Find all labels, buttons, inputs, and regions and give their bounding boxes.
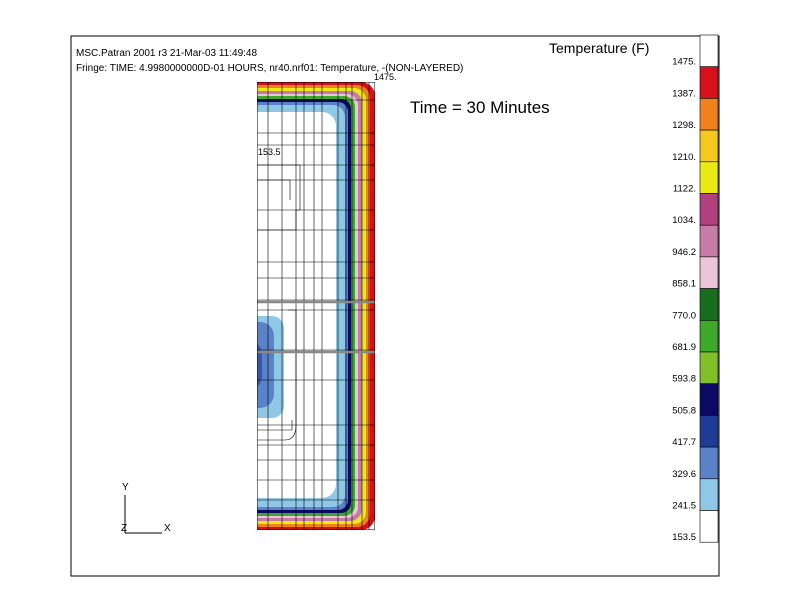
- legend-label: 858.1: [672, 279, 696, 290]
- legend-label: 417.7: [672, 437, 696, 448]
- model: [257, 82, 375, 530]
- legend-swatch: [699, 129, 719, 163]
- legend-swatch: [699, 161, 719, 194]
- legend-label: 153.5: [672, 532, 696, 543]
- legend-swatch: [699, 446, 719, 480]
- legend-swatch: [699, 66, 719, 99]
- legend-label: 1387.: [672, 88, 696, 99]
- legend-swatch: [699, 415, 719, 448]
- header-line: Fringe: TIME: 4.9980000000D-01 HOURS, nr…: [76, 63, 463, 74]
- legend-label: 241.5: [672, 501, 696, 512]
- legend-swatch: [699, 34, 719, 68]
- legend-title: Temperature (F): [549, 40, 649, 56]
- max-label: 1475.: [374, 72, 397, 82]
- legend-label: 329.6: [672, 469, 696, 480]
- triad-label: X: [164, 523, 171, 534]
- header-line: MSC.Patran 2001 r3 21-Mar-03 11:49:48: [76, 48, 257, 59]
- legend-label: 681.9: [672, 342, 696, 353]
- legend-swatch: [699, 256, 719, 289]
- legend-label: 1210.: [672, 152, 696, 163]
- legend-label: 505.8: [672, 405, 696, 416]
- triad-label: Y: [122, 482, 129, 493]
- legend-swatch: [699, 98, 719, 131]
- legend-swatch: [699, 478, 719, 511]
- legend-label: 946.2: [672, 247, 696, 258]
- legend: 1475. 1387. 1298. 1210. 1122. 1034. 946.2 858.1…: [672, 34, 719, 543]
- legend-swatch: [699, 224, 719, 258]
- legend-label: 593.8: [672, 374, 696, 385]
- legend-label: 1122.: [673, 184, 696, 195]
- min-label: 153.5: [258, 147, 281, 157]
- legend-label: 770.0: [672, 310, 696, 321]
- legend-swatch: [699, 193, 719, 226]
- legend-swatch: [699, 383, 719, 416]
- legend-label: 1034.: [672, 215, 696, 226]
- legend-label: 1298.: [672, 120, 696, 131]
- legend-swatch: [699, 351, 719, 385]
- legend-swatch: [699, 319, 719, 353]
- triad-label: Z: [121, 523, 127, 534]
- frame: [70, 35, 720, 577]
- legend-swatch: [699, 510, 719, 543]
- legend-label: 1475.: [672, 57, 696, 68]
- triad: Y Z X: [121, 482, 171, 534]
- legend-swatch: [699, 288, 719, 321]
- annotation: Time = 30 Minutes: [410, 98, 550, 117]
